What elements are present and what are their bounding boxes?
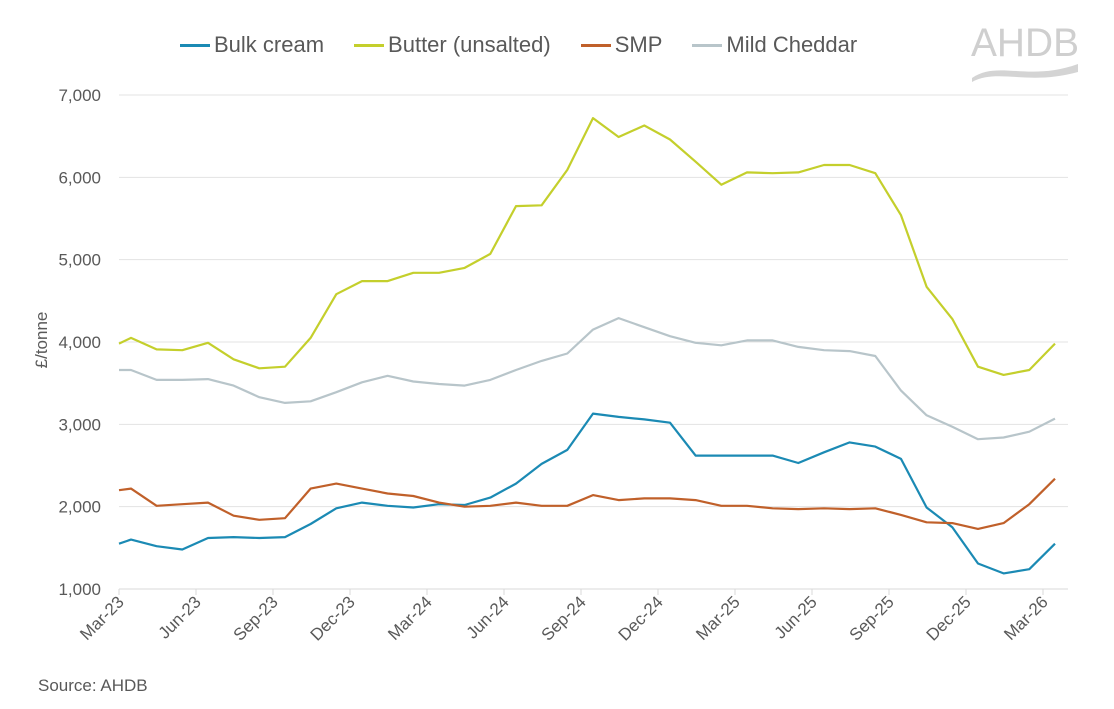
x-axis: Mar-23 Jun-23 Sep-23 Dec-23 Mar-24 Jun-24 Sep-… — [76, 589, 1052, 645]
y-tick-label: 3,000 — [58, 415, 101, 434]
legend-item: Butter (unsalted) — [354, 32, 551, 58]
svg-text:AHDB: AHDB — [971, 21, 1079, 65]
y-tick-label: 6,000 — [58, 168, 101, 187]
legend-label: Mild Cheddar — [726, 32, 858, 57]
legend-item: Mild Cheddar — [692, 32, 857, 58]
legend: Bulk cream Butter (unsalted) SMP Mild Chedd… — [180, 32, 887, 58]
x-tick-label: Dec-25 — [923, 592, 975, 644]
legend-item: Bulk cream — [180, 32, 324, 58]
x-tick-label: Mar-25 — [692, 592, 744, 644]
y-tick-label: 7,000 — [58, 86, 101, 105]
y-axis-title: £/tonne — [32, 312, 51, 369]
legend-label: SMP — [614, 32, 663, 57]
series-line-bulk-cream — [118, 412, 1056, 575]
y-tick-label: 4,000 — [58, 333, 101, 352]
legend-swatch — [180, 43, 210, 47]
legend-item: SMP — [580, 32, 663, 58]
x-tick-label: Mar-24 — [384, 592, 436, 644]
x-tick-label: Sep-24 — [538, 592, 590, 644]
y-tick-label: 1,000 — [58, 580, 101, 599]
legend-swatch — [580, 43, 611, 47]
x-tick-label: Dec-23 — [307, 592, 359, 644]
x-tick-label: Jun-24 — [463, 592, 513, 642]
series-line-mild-cheddar — [119, 317, 1056, 441]
y-tick-label: 5,000 — [58, 251, 101, 270]
source-note: Source: AHDB — [38, 676, 148, 695]
legend-swatch — [354, 43, 385, 47]
x-tick-label: Jun-25 — [771, 592, 821, 642]
legend-label: Butter (unsalted) — [388, 32, 551, 57]
series-line-butter-unsalted — [118, 116, 1056, 376]
gridlines — [119, 94, 1068, 590]
legend-swatch — [692, 43, 723, 47]
legend-label: Bulk cream — [214, 32, 325, 57]
x-tick-label: Mar-26 — [1000, 592, 1052, 644]
series-lines — [118, 116, 1056, 575]
series-line-smp — [118, 477, 1056, 531]
x-tick-label: Dec-24 — [615, 592, 667, 644]
ahdb-logo: AHDB — [971, 21, 1079, 82]
x-tick-label: Sep-23 — [230, 592, 282, 644]
y-tick-label: 2,000 — [58, 498, 101, 517]
x-tick-label: Sep-25 — [846, 592, 898, 644]
x-tick-label: Jun-23 — [155, 592, 205, 642]
x-tick-label: Mar-23 — [76, 592, 128, 644]
y-axis-ticks: 1,000 2,000 3,000 4,000 5,000 6,000 7,000 — [58, 86, 101, 599]
